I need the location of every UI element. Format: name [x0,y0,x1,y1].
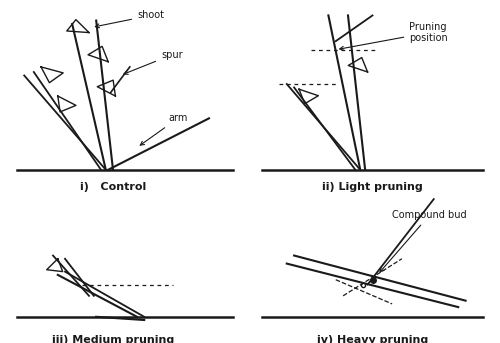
Text: Pruning
position: Pruning position [340,22,448,50]
Text: ii) Light pruning: ii) Light pruning [322,182,423,192]
Text: iv) Heavy pruning: iv) Heavy pruning [317,334,428,343]
Text: iii) Medium pruning: iii) Medium pruning [52,334,174,343]
Text: i)   Control: i) Control [80,182,146,192]
Text: Compound bud: Compound bud [380,210,466,272]
Text: arm: arm [140,113,188,145]
Text: shoot: shoot [96,10,164,28]
Text: spur: spur [124,50,182,74]
